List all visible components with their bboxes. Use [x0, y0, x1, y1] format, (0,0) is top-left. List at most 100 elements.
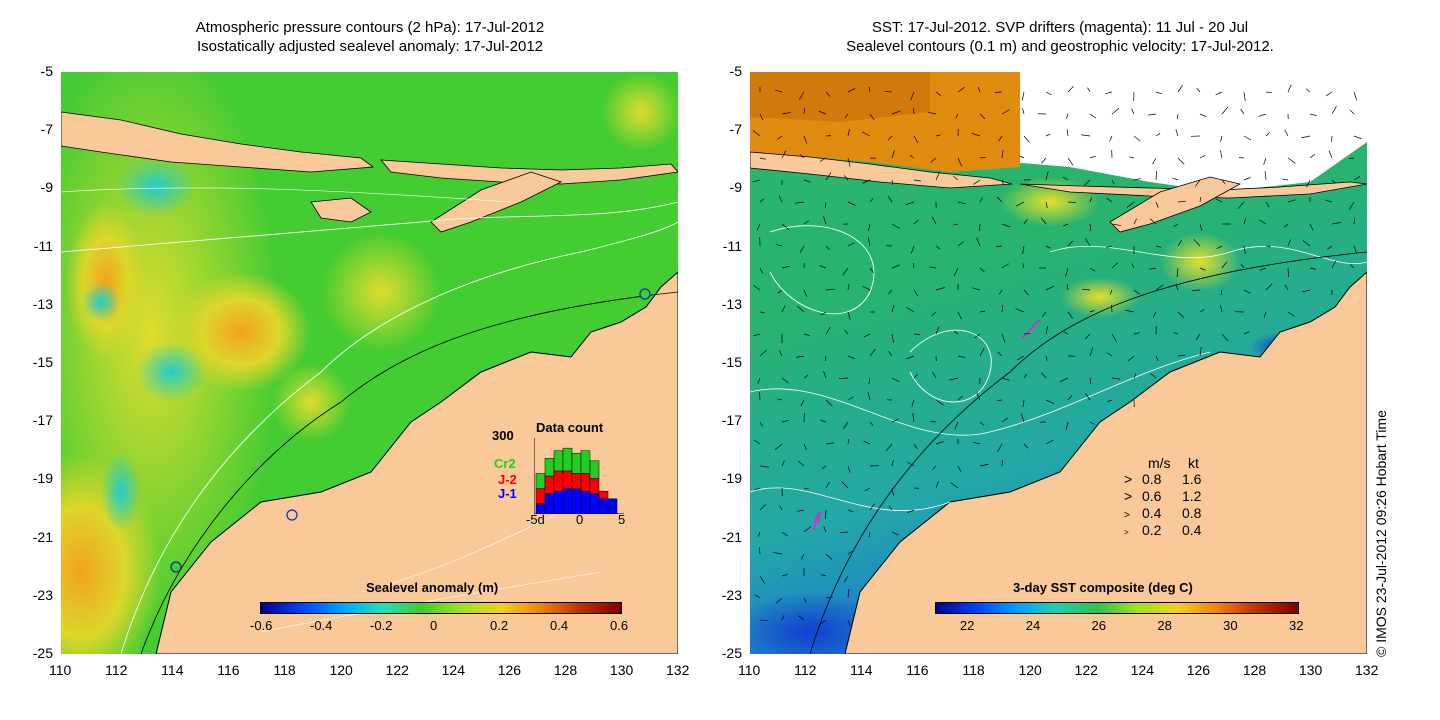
data-count-bar-j2: [571, 473, 582, 489]
velocity-arrow: [1001, 377, 1010, 381]
data-count-bar-j1: [598, 498, 609, 514]
velocity-arrow: [979, 267, 985, 273]
y-tick-label: -21: [721, 528, 742, 545]
velocity-arrow: [1172, 177, 1179, 181]
sst-australia-landmass: [844, 271, 1367, 654]
velocity-arrow: [1063, 331, 1069, 335]
velocity-arrow: [759, 267, 764, 274]
velocity-arrow: [1089, 377, 1092, 384]
x-tick-label: 118: [962, 662, 985, 678]
velocity-arrow: [825, 509, 827, 520]
geostrophic-velocity-arrows: [752, 84, 1362, 626]
velocity-arrow: [781, 150, 787, 159]
velocity-arrow: [1125, 309, 1135, 313]
velocity-arrow: [998, 135, 1003, 142]
velocity-arrow: [1067, 311, 1073, 319]
velocity-arrow: [847, 438, 850, 445]
velocity-arrow: [1177, 311, 1184, 318]
velocity-arrow: [971, 132, 981, 137]
velocity-arrow: [976, 392, 981, 401]
velocity-arrow: [1045, 91, 1052, 96]
velocity-arrow: [909, 154, 915, 159]
sea-level-anomaly-map[interactable]: [61, 72, 678, 654]
velocity-arrow: [1111, 107, 1120, 115]
velocity-arrow: [1126, 201, 1135, 208]
velocity-arrow: [1001, 305, 1004, 313]
velocity-arrow: [957, 241, 964, 247]
velocity-arrow: [820, 311, 827, 316]
velocity-arrow: [803, 597, 807, 603]
colorbar-tick-label: 0.2: [490, 618, 509, 633]
velocity-arrow: [888, 505, 893, 511]
velocity-arrow: [803, 487, 809, 490]
velocity-arrow: [1067, 395, 1073, 401]
data-count-bar-j1: [607, 498, 618, 514]
velocity-arrow: [928, 111, 937, 115]
velocity-arrow: [825, 596, 833, 599]
data-count-title: Data count: [536, 420, 604, 435]
velocity-arrow: [779, 350, 783, 357]
velocity-arrow: [1001, 417, 1008, 423]
velocity-arrow: [795, 201, 805, 204]
y-tick-label: -7: [729, 121, 742, 138]
data-count-bar-cr2: [562, 447, 573, 472]
velocity-arrow: [979, 463, 989, 467]
x-tick-label: 130: [609, 662, 634, 678]
velocity-arrow: [759, 421, 763, 427]
y-tick-label: -13: [721, 295, 742, 312]
velocity-arrow: [1265, 91, 1272, 94]
tide-gauge-station: [639, 288, 651, 300]
velocity-arrow: [1350, 264, 1355, 269]
velocity-arrow: [862, 179, 871, 184]
velocity-arrow: [1045, 245, 1051, 249]
velocity-arrow: [1087, 87, 1091, 93]
velocity-arrow: [1001, 179, 1004, 185]
sla-sumba-island: [310, 197, 372, 223]
y-tick-label: -17: [32, 412, 53, 429]
sst-map[interactable]: [750, 72, 1367, 654]
velocity-arrow: [863, 440, 871, 445]
velocity-arrow: [1045, 133, 1051, 137]
velocity-key-row: >0.8 1.6: [1124, 471, 1201, 487]
data-count-series-cr2: Cr2: [494, 456, 516, 471]
velocity-arrow: [1042, 311, 1047, 317]
velocity-arrow: [1353, 91, 1358, 101]
y-tick-label: -9: [729, 179, 742, 196]
velocity-arrow: [1089, 267, 1096, 272]
velocity-arrow: [862, 286, 871, 291]
velocity-arrow: [891, 531, 899, 536]
velocity-arrow: [935, 481, 939, 489]
velocity-arrow: [1015, 308, 1025, 313]
velocity-arrow: [819, 265, 827, 269]
velocity-arrow: [1066, 113, 1069, 119]
data-count-bar-cr2: [571, 452, 582, 474]
velocity-arrow: [754, 594, 761, 599]
velocity-arrow: [957, 157, 962, 167]
velocity-arrow: [1287, 199, 1296, 203]
velocity-arrow: [1240, 108, 1245, 115]
right-title: SST: 17-Jul-2012. SVP drifters (magenta)…: [750, 18, 1370, 56]
velocity-arrow: [891, 179, 894, 186]
velocity-arrow: [1243, 289, 1251, 294]
colorbar-tick-label: 22: [959, 618, 975, 633]
velocity-arrow: [1133, 178, 1141, 181]
velocity-arrow: [847, 465, 851, 473]
velocity-arrow: [1348, 201, 1355, 210]
velocity-arrow: [1220, 135, 1223, 142]
velocity-arrow: [1302, 240, 1311, 247]
velocity-arrow: [781, 615, 785, 621]
velocity-arrow: [1348, 157, 1355, 159]
velocity-arrow: [1199, 347, 1202, 357]
velocity-arrow: [932, 465, 937, 470]
velocity-arrow: [1133, 332, 1140, 335]
velocity-key-ms: 0.6: [1142, 488, 1162, 504]
velocity-arrow: [847, 509, 854, 513]
velocity-arrow-icon: >: [1124, 528, 1129, 537]
velocity-key-ms: 0.8: [1142, 471, 1162, 487]
velocity-arrow: [1221, 261, 1228, 269]
velocity-arrow: [869, 197, 874, 203]
velocity-arrow: [1015, 201, 1025, 207]
data-count-bar-j2: [535, 488, 546, 505]
velocity-arrow: [1309, 223, 1314, 231]
velocity-arrow: [847, 284, 850, 291]
